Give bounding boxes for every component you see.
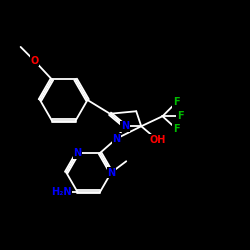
Text: N: N [121,121,129,131]
Text: F: F [173,124,180,134]
Text: N: N [74,148,82,158]
Text: OH: OH [149,135,166,145]
Text: H₂N: H₂N [51,187,72,197]
Text: F: F [173,98,180,108]
Text: O: O [30,56,38,66]
Text: N: N [112,134,120,144]
Text: N: N [107,168,115,177]
Text: F: F [177,111,183,121]
